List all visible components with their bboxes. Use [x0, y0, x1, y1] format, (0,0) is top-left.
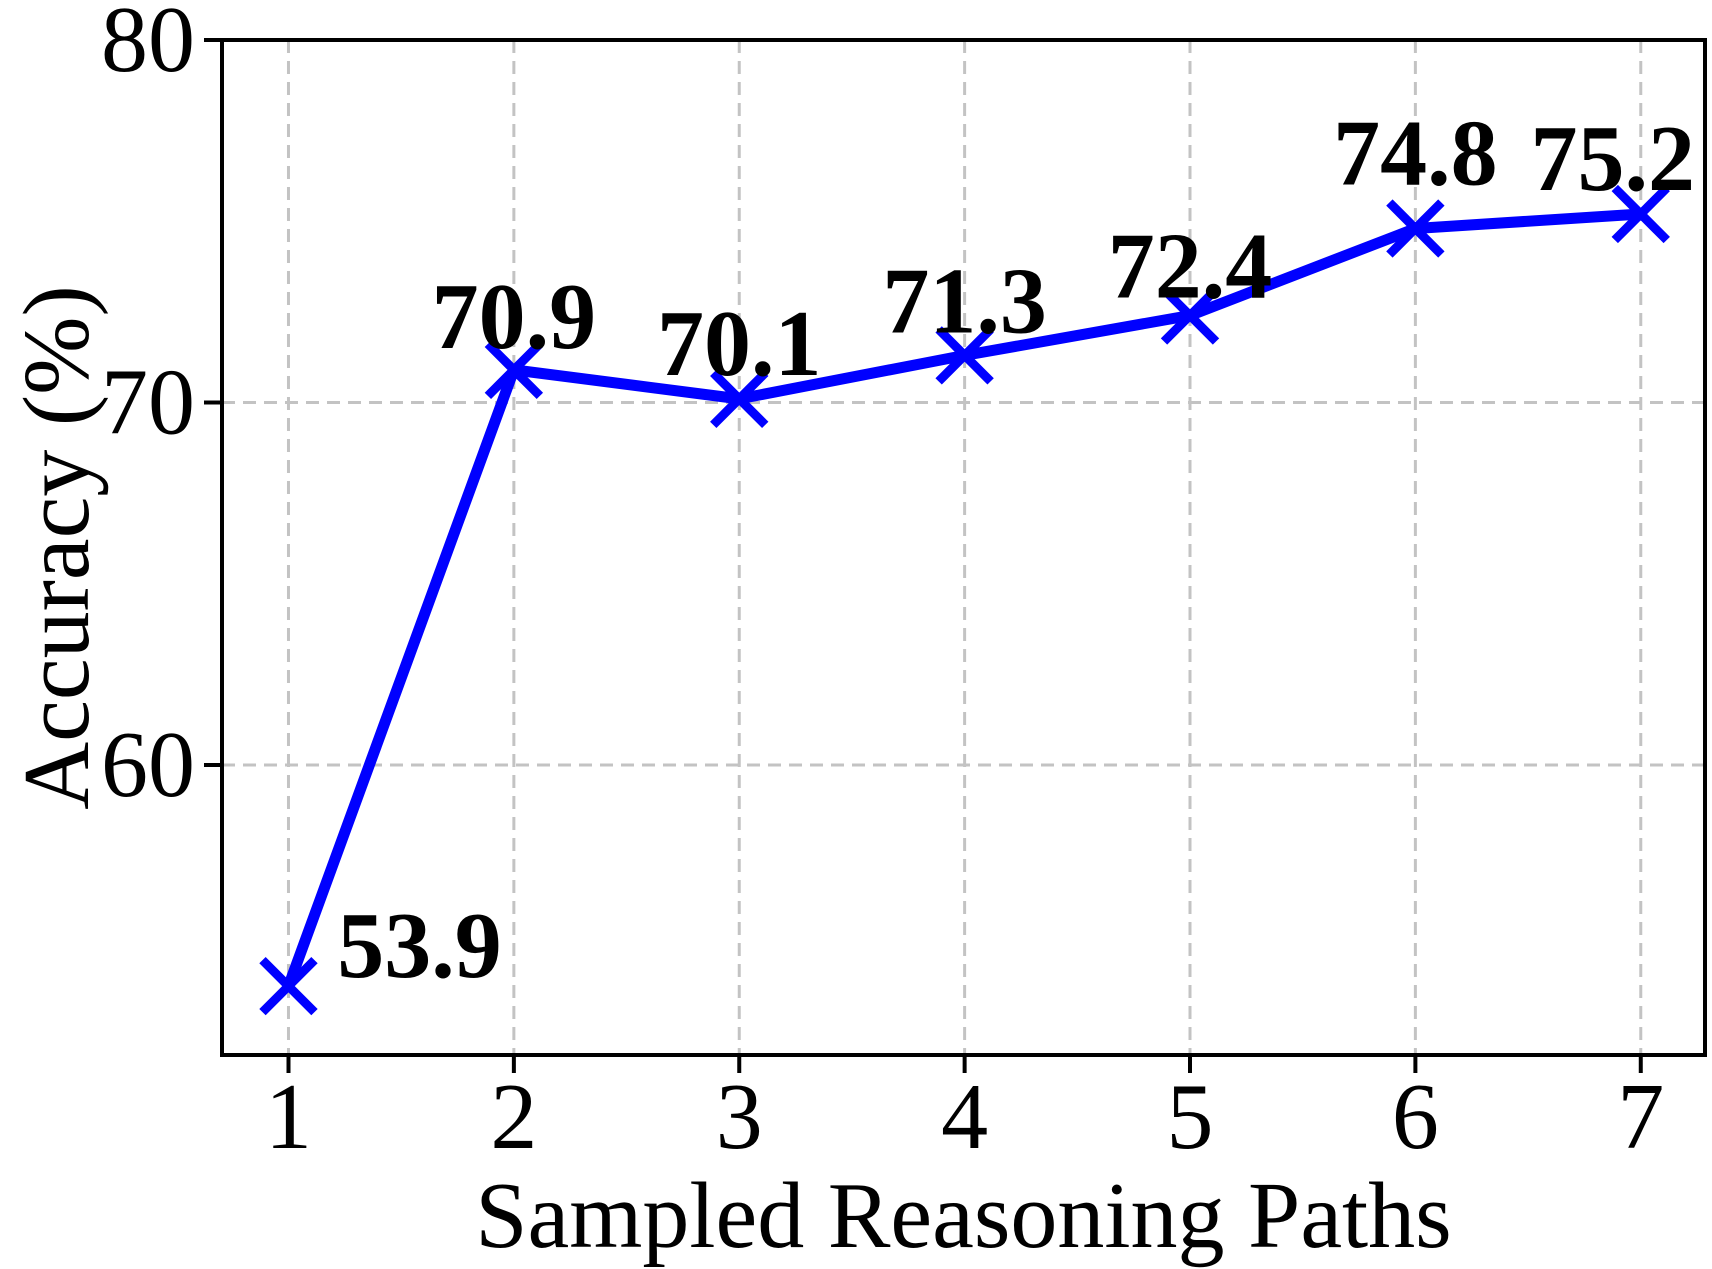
data-series — [259, 184, 1670, 1016]
point-value-label: 53.9 — [337, 894, 502, 998]
y-tick-label: 80 — [101, 0, 195, 92]
point-value-label: 75.2 — [1531, 107, 1696, 211]
x-tick-label: 7 — [1617, 1065, 1664, 1169]
x-marker — [1611, 184, 1670, 244]
point-value-label: 74.8 — [1333, 102, 1498, 206]
y-tick-label: 70 — [101, 351, 195, 455]
x-tick-label: 3 — [716, 1065, 763, 1169]
x-axis-title: Sampled Reasoning Paths — [475, 1164, 1452, 1268]
data-point-labels: 53.9 70.9 70.1 71.3 72.4 74.8 75.2 — [337, 102, 1695, 999]
y-tick-label: 60 — [101, 713, 195, 817]
axes-and-ticks: 1 2 3 4 5 6 7 60 70 80 — [101, 0, 1707, 1169]
x-marker — [259, 956, 318, 1016]
point-value-label: 72.4 — [1108, 215, 1273, 319]
point-value-label: 71.3 — [882, 249, 1047, 353]
x-marker — [935, 326, 994, 385]
x-tick-label: 5 — [1167, 1065, 1214, 1169]
x-marker — [710, 369, 769, 429]
y-axis-title: Accuracy (%) — [5, 285, 109, 809]
x-marker-stroke — [935, 326, 994, 385]
x-tick-label: 4 — [941, 1065, 988, 1169]
x-marker-stroke — [710, 369, 769, 429]
x-marker — [1386, 199, 1445, 258]
x-marker-stroke — [1386, 199, 1445, 258]
x-marker-stroke — [1160, 286, 1220, 345]
x-marker-stroke — [484, 340, 544, 400]
x-tick-label: 1 — [265, 1065, 312, 1169]
point-value-label: 70.1 — [657, 292, 822, 396]
x-tick-label: 2 — [490, 1065, 537, 1169]
x-marker — [1160, 286, 1220, 345]
point-value-label: 70.9 — [432, 265, 597, 369]
x-tick-label: 6 — [1392, 1065, 1439, 1169]
x-marker — [484, 340, 544, 400]
x-marker-stroke — [1611, 184, 1670, 244]
x-marker-stroke — [259, 956, 318, 1016]
